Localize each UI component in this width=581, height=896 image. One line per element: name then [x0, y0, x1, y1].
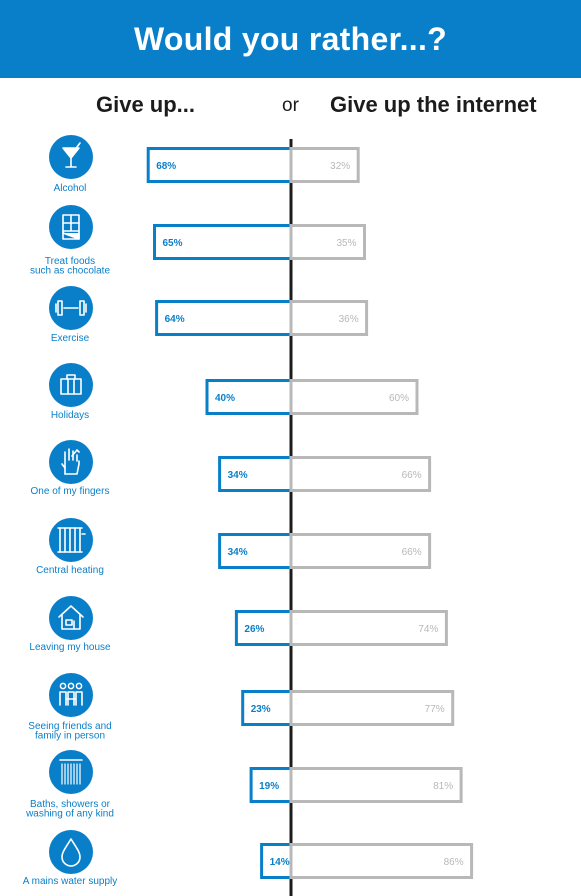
internet-value-label: 66%	[402, 470, 422, 481]
give-up-bar	[249, 767, 293, 803]
give-up-value-label: 64%	[165, 314, 185, 325]
give-up-bar	[153, 224, 293, 260]
page-title: Would you rather...?	[134, 20, 447, 57]
left-column-heading: Give up...	[96, 92, 196, 117]
give-up-value-label: 19%	[259, 781, 279, 792]
internet-bar	[289, 456, 432, 492]
shower-icon	[49, 750, 93, 794]
give-up-bar	[260, 843, 293, 879]
category-label: Leaving my house	[29, 642, 111, 653]
give-up-value-label: 34%	[228, 470, 248, 481]
category-label: Holidays	[51, 410, 89, 421]
category-label: Alcohol	[54, 183, 87, 194]
right-column-heading: Give up the internet	[330, 92, 537, 117]
internet-value-label: 77%	[425, 704, 445, 715]
internet-value-label: 81%	[433, 781, 453, 792]
cocktail-icon	[49, 135, 93, 179]
hand-icon	[49, 440, 93, 484]
category-label: family in person	[35, 731, 105, 742]
internet-value-label: 36%	[339, 314, 359, 325]
water-drop-icon	[49, 830, 93, 874]
category-label: Central heating	[36, 565, 104, 576]
internet-bar	[289, 767, 463, 803]
internet-value-label: 32%	[330, 161, 350, 172]
chocolate-bar-icon	[49, 205, 93, 249]
radiator-icon	[49, 518, 93, 562]
category-label: washing of any kind	[25, 809, 114, 820]
give-up-value-label: 40%	[215, 393, 235, 404]
internet-bar	[289, 224, 366, 260]
give-up-value-label: 65%	[163, 238, 183, 249]
house-icon	[49, 596, 93, 640]
category-label: Exercise	[51, 333, 90, 344]
category-label: Baths, showers or	[30, 799, 111, 810]
internet-bar	[289, 843, 474, 879]
internet-value-label: 60%	[389, 393, 409, 404]
give-up-value-label: 34%	[228, 547, 248, 558]
internet-bar	[289, 379, 419, 415]
internet-bar	[289, 610, 448, 646]
category-label: such as chocolate	[30, 266, 110, 277]
internet-bar	[289, 300, 369, 336]
category-label: A mains water supply	[23, 876, 118, 887]
internet-bar	[289, 147, 360, 183]
or-label: or	[282, 95, 299, 116]
category-label: One of my fingers	[31, 486, 110, 497]
give-up-value-label: 14%	[270, 857, 290, 868]
category-label: Seeing friends and	[28, 721, 111, 732]
give-up-value-label: 68%	[156, 161, 176, 172]
internet-value-label: 74%	[418, 624, 438, 635]
give-up-value-label: 26%	[244, 624, 264, 635]
internet-bar	[289, 533, 432, 569]
give-up-value-label: 23%	[251, 704, 271, 715]
people-icon	[49, 673, 93, 717]
dumbbell-icon	[49, 286, 93, 330]
internet-value-label: 35%	[336, 238, 356, 249]
give-up-bar	[234, 610, 293, 646]
internet-bar	[289, 690, 455, 726]
suitcase-icon	[49, 363, 93, 407]
title-banner: Would you rather...?	[0, 0, 581, 78]
category-label: Treat foods	[45, 256, 95, 267]
internet-value-label: 86%	[444, 857, 464, 868]
internet-value-label: 66%	[402, 547, 422, 558]
